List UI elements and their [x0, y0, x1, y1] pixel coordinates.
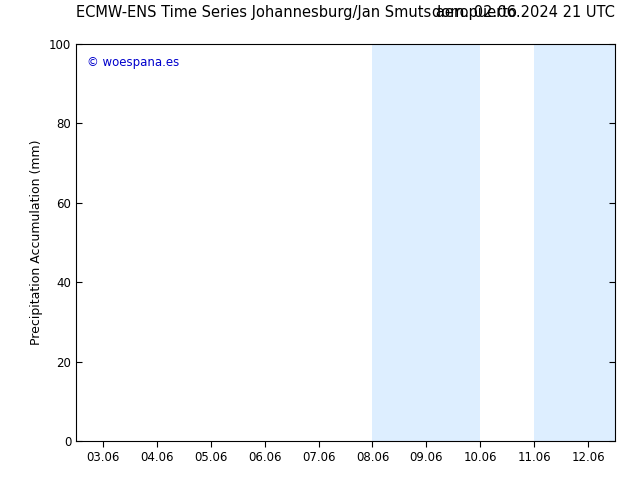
Text: ECMW-ENS Time Series Johannesburg/Jan Smuts aeropuerto: ECMW-ENS Time Series Johannesburg/Jan Sm… — [76, 4, 517, 20]
Y-axis label: Precipitation Accumulation (mm): Precipitation Accumulation (mm) — [30, 140, 43, 345]
Bar — [534, 44, 615, 441]
Text: dom. 02.06.2024 21 UTC: dom. 02.06.2024 21 UTC — [432, 4, 615, 20]
Bar — [373, 44, 481, 441]
Text: © woespana.es: © woespana.es — [87, 56, 179, 69]
